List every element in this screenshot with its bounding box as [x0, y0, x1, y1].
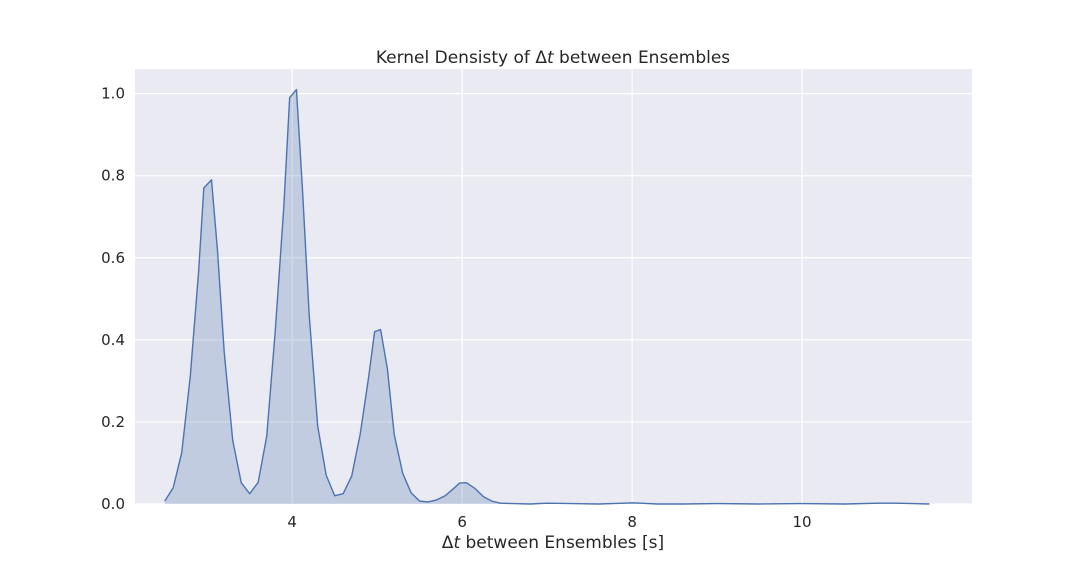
- x-tick-label: 4: [287, 513, 297, 531]
- x-tick-label: 10: [793, 513, 812, 531]
- x-axis-label: Δt between Ensembles [s]: [442, 533, 664, 553]
- y-tick-label: 1.0: [101, 85, 125, 103]
- data-layer: [164, 88, 930, 505]
- y-tick-label: 0.4: [101, 331, 125, 349]
- y-tick-label: 0.8: [101, 167, 125, 185]
- y-tick-label: 0.6: [101, 249, 125, 267]
- tick-labels: 0.0 0.2 0.4 0.6 0.8 1.0 4 6 8 10: [101, 85, 811, 531]
- x-tick-label: 6: [457, 513, 467, 531]
- density-line: [164, 88, 930, 505]
- y-tick-label: 0.2: [101, 413, 125, 431]
- y-tick-label: 0.0: [101, 495, 125, 513]
- plot-background: [135, 69, 972, 504]
- chart-title: Kernel Densisty of Δt between Ensembles: [376, 48, 730, 68]
- x-tick-label: 8: [627, 513, 637, 531]
